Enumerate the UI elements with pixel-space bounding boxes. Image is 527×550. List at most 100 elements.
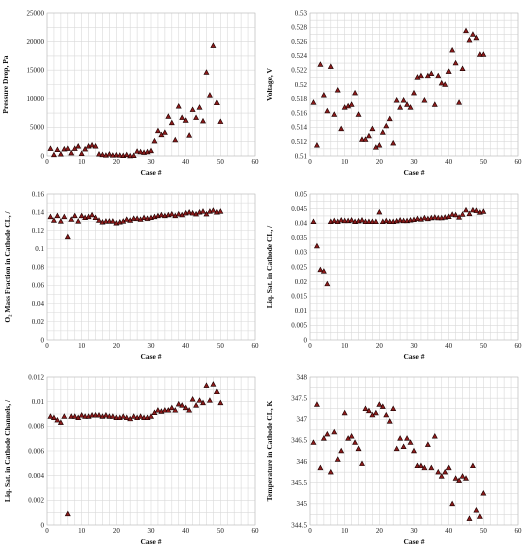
data-point xyxy=(372,218,379,224)
data-point xyxy=(480,490,487,496)
data-point xyxy=(369,218,376,224)
data-point xyxy=(313,142,320,148)
data-point xyxy=(435,72,442,79)
data-point xyxy=(424,441,431,447)
data-point xyxy=(452,475,459,481)
data-point xyxy=(186,407,193,413)
data-point xyxy=(203,382,210,388)
data-point xyxy=(109,413,116,419)
data-point xyxy=(182,404,189,411)
data-point xyxy=(435,468,442,475)
y-axis-title: Temperature in Cathode CL, K xyxy=(265,401,274,502)
data-point xyxy=(466,36,473,43)
data-series xyxy=(47,381,224,517)
data-point xyxy=(421,464,428,471)
data-point xyxy=(327,63,334,69)
x-tick-label: 60 xyxy=(252,158,260,166)
data-point xyxy=(175,103,182,109)
chart-panel-pressure: 0 10 20 30 40 50 60 0 5000 10000 15000 20000 25000 Ca… xyxy=(1,9,260,177)
data-point xyxy=(476,513,483,519)
y-tick-label: 0.008 xyxy=(28,423,44,431)
data-point xyxy=(376,208,383,215)
data-point xyxy=(376,142,383,148)
data-point xyxy=(189,106,196,112)
data-point xyxy=(175,400,182,407)
data-point xyxy=(324,430,331,437)
x-tick-label: 50 xyxy=(480,342,488,350)
data-point xyxy=(404,435,411,441)
data-point xyxy=(92,412,99,418)
data-point xyxy=(421,97,428,103)
y-tick-label: 0.006 xyxy=(28,447,44,455)
y-tick-label: 348 xyxy=(297,373,308,381)
x-tick-label: 60 xyxy=(252,527,260,535)
y-tick-label: 20000 xyxy=(27,38,45,46)
data-point xyxy=(213,99,220,106)
data-point xyxy=(78,412,85,418)
chart-panel-voltage: 0 10 20 30 40 50 60 0.51 0.512 0.514 0.516 0.518 0.5… xyxy=(265,9,523,177)
y-tick-label: 0.522 xyxy=(291,67,307,75)
data-point xyxy=(397,217,404,223)
x-tick-label: 50 xyxy=(217,527,225,535)
y-tick-label: 347 xyxy=(297,416,308,424)
data-point xyxy=(383,122,390,129)
data-point xyxy=(365,218,372,224)
y-tick-label: 0.528 xyxy=(291,24,307,32)
y-tick-label: 0.518 xyxy=(291,95,307,103)
data-point xyxy=(68,149,75,156)
data-point xyxy=(92,143,99,149)
x-tick-label: 20 xyxy=(376,527,384,535)
data-point xyxy=(449,46,456,53)
data-point xyxy=(469,31,476,37)
plot-frame xyxy=(46,12,256,157)
data-point xyxy=(64,145,71,151)
plot-frame xyxy=(309,193,519,341)
data-point xyxy=(89,211,96,218)
data-point xyxy=(431,101,438,107)
data-point xyxy=(75,143,82,149)
x-tick-label: 30 xyxy=(148,342,156,350)
y-tick-label: 0.002 xyxy=(28,497,44,505)
data-point xyxy=(217,399,224,406)
data-point xyxy=(442,468,449,475)
plot-frame xyxy=(309,12,519,157)
data-point xyxy=(341,217,348,224)
data-point xyxy=(158,211,165,218)
data-point xyxy=(452,59,459,66)
x-tick-label: 50 xyxy=(217,342,225,350)
x-axis-title: Case # xyxy=(403,537,424,546)
x-tick-label: 60 xyxy=(515,342,523,350)
data-point xyxy=(102,412,109,418)
x-axis-title: Case # xyxy=(140,352,161,361)
data-point xyxy=(411,447,417,454)
x-tick-label: 30 xyxy=(411,342,419,350)
data-point xyxy=(431,432,438,439)
y-tick-label: 0 xyxy=(41,521,45,529)
data-point xyxy=(414,215,421,222)
y-tick-label: 0.01 xyxy=(295,307,308,315)
y-axis-title: Voltage, V xyxy=(265,67,274,101)
data-point xyxy=(61,413,68,419)
data-point xyxy=(473,506,480,513)
y-tick-label: 0.005 xyxy=(291,322,307,330)
data-point xyxy=(400,97,407,103)
data-point xyxy=(196,104,203,110)
x-tick-label: 60 xyxy=(515,158,523,166)
data-point xyxy=(179,114,186,120)
data-point xyxy=(463,475,469,481)
data-point xyxy=(456,214,463,220)
data-point xyxy=(317,464,324,471)
data-point xyxy=(78,212,85,219)
data-point xyxy=(154,127,161,134)
data-point xyxy=(64,510,71,517)
grid xyxy=(309,193,519,341)
y-tick-label: 0.02 xyxy=(32,318,45,326)
data-point xyxy=(438,473,445,479)
data-point xyxy=(89,141,96,148)
data-point xyxy=(54,416,61,423)
x-tick-label: 60 xyxy=(515,527,523,535)
data-point xyxy=(106,151,113,157)
y-tick-label: 0.06 xyxy=(32,282,45,290)
data-point xyxy=(476,51,483,57)
